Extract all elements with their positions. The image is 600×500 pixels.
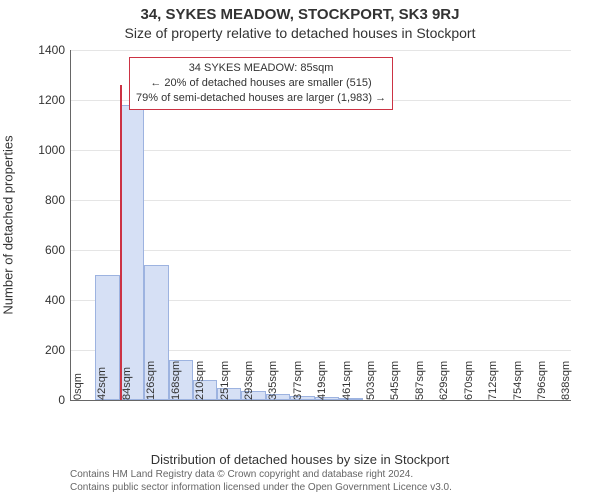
property-size-chart: 34, SYKES MEADOW, STOCKPORT, SK3 9RJ Siz… [0,0,600,500]
annotation-line: ← 20% of detached houses are smaller (51… [136,76,386,91]
grid-line [71,150,571,151]
grid-line [71,250,571,251]
y-tick-label: 800 [45,193,71,207]
x-tick-label: 168sqm [166,361,182,400]
plot-area: 020040060080010001200140034 SYKES MEADOW… [70,50,571,401]
property-marker-line [120,85,122,400]
x-tick-label: 712sqm [483,361,499,400]
x-tick-label: 335sqm [263,361,279,400]
y-tick-label: 200 [45,343,71,357]
x-tick-label: 629sqm [434,361,450,400]
footer-line-2: Contains public sector information licen… [70,481,452,494]
footer-line-1: Contains HM Land Registry data © Crown c… [70,468,452,481]
x-tick-label: 377sqm [288,361,304,400]
y-tick-label: 400 [45,293,71,307]
y-axis-label: Number of detached properties [1,135,16,314]
grid-line [71,200,571,201]
annotation-line: 79% of semi-detached houses are larger (… [136,91,386,106]
x-tick-label: 545sqm [385,361,401,400]
x-tick-label: 84sqm [117,367,133,400]
x-tick-label: 754sqm [508,361,524,400]
x-tick-label: 210sqm [190,361,206,400]
x-tick-label: 0sqm [68,373,84,400]
x-tick-label: 796sqm [532,361,548,400]
x-tick-label: 251sqm [215,361,231,400]
y-tick-label: 1200 [38,93,71,107]
histogram-bar [120,105,144,400]
x-tick-label: 126sqm [141,361,157,400]
chart-title: 34, SYKES MEADOW, STOCKPORT, SK3 9RJ [0,6,600,23]
y-tick-label: 1000 [38,143,71,157]
grid-line [71,50,571,51]
chart-footer: Contains HM Land Registry data © Crown c… [70,468,452,494]
annotation-box: 34 SYKES MEADOW: 85sqm← 20% of detached … [129,57,393,110]
x-tick-label: 503sqm [361,361,377,400]
x-tick-label: 42sqm [92,367,108,400]
x-axis-label: Distribution of detached houses by size … [0,452,600,467]
x-tick-label: 461sqm [337,361,353,400]
y-tick-label: 1400 [38,43,71,57]
x-tick-label: 670sqm [459,361,475,400]
x-tick-label: 587sqm [410,361,426,400]
x-tick-label: 419sqm [312,361,328,400]
chart-subtitle: Size of property relative to detached ho… [0,25,600,41]
y-tick-label: 600 [45,243,71,257]
x-tick-label: 838sqm [556,361,572,400]
x-tick-label: 293sqm [239,361,255,400]
annotation-line: 34 SYKES MEADOW: 85sqm [136,61,386,76]
